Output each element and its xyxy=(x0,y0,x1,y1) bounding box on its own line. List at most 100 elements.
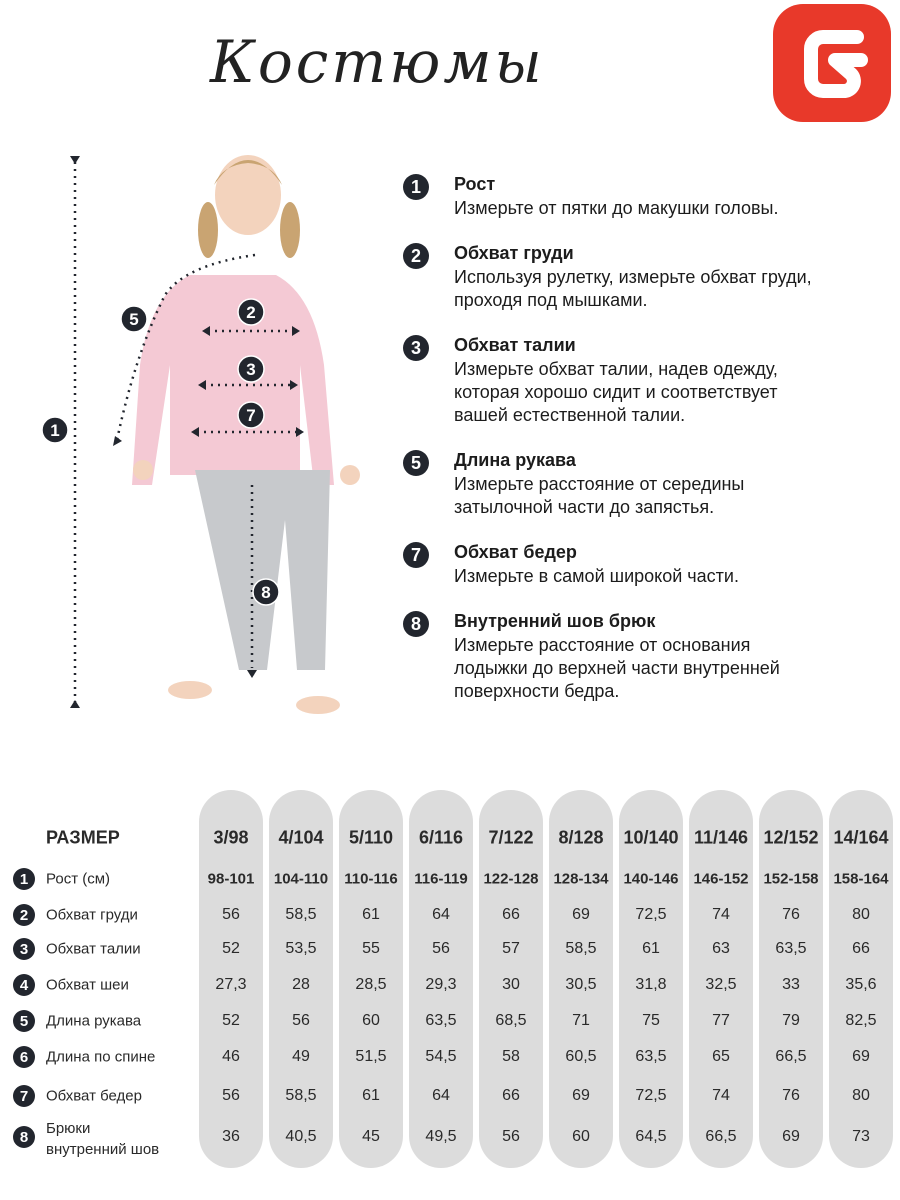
table-cell: 57 xyxy=(502,940,520,957)
table-cell: 72,5 xyxy=(635,1087,667,1104)
row-number-badge: 1 xyxy=(13,868,35,890)
table-cell: 29,3 xyxy=(425,976,457,993)
size-column-bg xyxy=(829,790,893,1168)
table-cell: 61 xyxy=(362,906,380,923)
instruction-title: Обхват груди xyxy=(454,243,574,263)
instruction-description: Измерьте от пятки до макушки головы. xyxy=(454,198,779,218)
size-header-label: РАЗМЕР xyxy=(46,827,120,848)
table-cell: 146-152 xyxy=(693,870,749,888)
table-cell: 58,5 xyxy=(565,940,597,957)
size-column-bg xyxy=(479,790,543,1168)
table-cell: 110-116 xyxy=(344,870,398,888)
row-label: Длина рукава xyxy=(46,1012,142,1030)
table-cell: 35,6 xyxy=(845,976,877,993)
table-cell: 77 xyxy=(712,1012,730,1029)
table-cell: 49 xyxy=(292,1048,310,1065)
size-column-bg xyxy=(759,790,823,1168)
row-label: Обхват груди xyxy=(46,906,138,924)
marker-circle xyxy=(120,305,148,333)
step-number-badge: 3 xyxy=(403,335,429,361)
table-cell: 69 xyxy=(852,1048,870,1065)
size-column-bg xyxy=(409,790,473,1168)
size-header: 14/164 xyxy=(833,827,889,848)
table-cell: 32,5 xyxy=(705,976,737,993)
table-cell: 69 xyxy=(782,1128,800,1145)
table-cell: 116-119 xyxy=(414,870,468,888)
size-column-bg xyxy=(619,790,683,1168)
table-cell: 28 xyxy=(292,976,310,993)
table-cell: 74 xyxy=(712,906,730,923)
row-number-badge: 3 xyxy=(13,938,35,960)
table-cell: 58,5 xyxy=(285,906,317,923)
table-cell: 64 xyxy=(432,906,450,923)
instruction-title: Обхват талии xyxy=(454,335,576,355)
step-number-badge: 1 xyxy=(403,174,429,200)
child-figure-illustration: 1 2 3 5 7 8 xyxy=(41,155,360,714)
marker-circle xyxy=(237,298,265,326)
size-header: 5/110 xyxy=(348,827,394,848)
row-number-badge: 5 xyxy=(13,1010,35,1032)
instruction-title: Рост xyxy=(454,174,496,194)
measure-lines xyxy=(73,162,298,702)
table-cell: 60 xyxy=(362,1012,380,1029)
table-cell: 63,5 xyxy=(775,940,807,957)
row-number-badge: 4 xyxy=(13,974,35,996)
table-cell: 46 xyxy=(222,1048,240,1065)
instruction-description: Измерьте расстояние от основания лодыжки… xyxy=(454,635,780,701)
step-number-badge: 5 xyxy=(403,450,429,476)
page-title: Костюмы xyxy=(210,28,545,96)
table-cell: 30,5 xyxy=(565,976,597,993)
table-cell: 30 xyxy=(502,976,520,993)
instruction-title: Обхват бедер xyxy=(454,542,577,562)
size-column-bg xyxy=(339,790,403,1168)
size-header: 10/140 xyxy=(623,827,679,848)
table-cell: 72,5 xyxy=(635,906,667,923)
instruction-description: Измерьте обхват талии, надев одежду, кот… xyxy=(454,359,778,425)
row-number-badge: 6 xyxy=(13,1046,35,1068)
table-cell: 82,5 xyxy=(845,1012,877,1029)
row-number-badge: 8 xyxy=(13,1126,35,1148)
table-cell: 65 xyxy=(712,1048,730,1065)
table-cell: 64 xyxy=(432,1087,450,1104)
table-cell: 128-134 xyxy=(553,870,609,888)
instruction-description: Измерьте в самой широкой части. xyxy=(454,566,739,586)
table-cell: 60 xyxy=(572,1128,590,1145)
marker-circle xyxy=(252,578,280,606)
table-cell: 66 xyxy=(502,906,520,923)
table-cell: 74 xyxy=(712,1087,730,1104)
table-cell: 68,5 xyxy=(495,1012,527,1029)
size-column-bg xyxy=(269,790,333,1168)
table-cell: 60,5 xyxy=(565,1048,597,1065)
table-cell: 98-101 xyxy=(207,870,255,888)
table-cell: 63,5 xyxy=(635,1048,667,1065)
table-cell: 56 xyxy=(222,1087,240,1104)
table-cell: 52 xyxy=(222,1012,240,1029)
size-header: 3/98 xyxy=(213,827,249,848)
marker-circle xyxy=(237,355,265,383)
table-cell: 69 xyxy=(572,1087,590,1104)
table-cell: 80 xyxy=(852,906,870,923)
arrowheads xyxy=(70,156,304,708)
size-column-bg xyxy=(199,790,263,1168)
table-cell: 75 xyxy=(642,1012,660,1029)
step-number-badge: 8 xyxy=(403,611,429,637)
step-number-badge: 2 xyxy=(403,243,429,269)
size-column-bg xyxy=(549,790,613,1168)
table-cell: 36 xyxy=(222,1128,240,1145)
table-cell: 52 xyxy=(222,940,240,957)
row-label: Длина по спине xyxy=(46,1048,156,1066)
instruction-description: Используя рулетку, измерьте обхват груди… xyxy=(454,267,812,310)
size-header: 6/116 xyxy=(418,827,464,848)
table-cell: 63,5 xyxy=(425,1012,457,1029)
table-cell: 64,5 xyxy=(635,1128,667,1145)
table-cell: 53,5 xyxy=(285,940,317,957)
step-number-badge: 7 xyxy=(403,542,429,568)
marker-circle xyxy=(41,416,69,444)
table-cell: 61 xyxy=(362,1087,380,1104)
table-cell: 66,5 xyxy=(775,1048,807,1065)
table-cell: 66,5 xyxy=(705,1128,737,1145)
table-cell: 31,8 xyxy=(635,976,667,993)
table-cell: 40,5 xyxy=(285,1128,317,1145)
table-cell: 45 xyxy=(362,1128,380,1145)
table-cell: 61 xyxy=(642,940,660,957)
